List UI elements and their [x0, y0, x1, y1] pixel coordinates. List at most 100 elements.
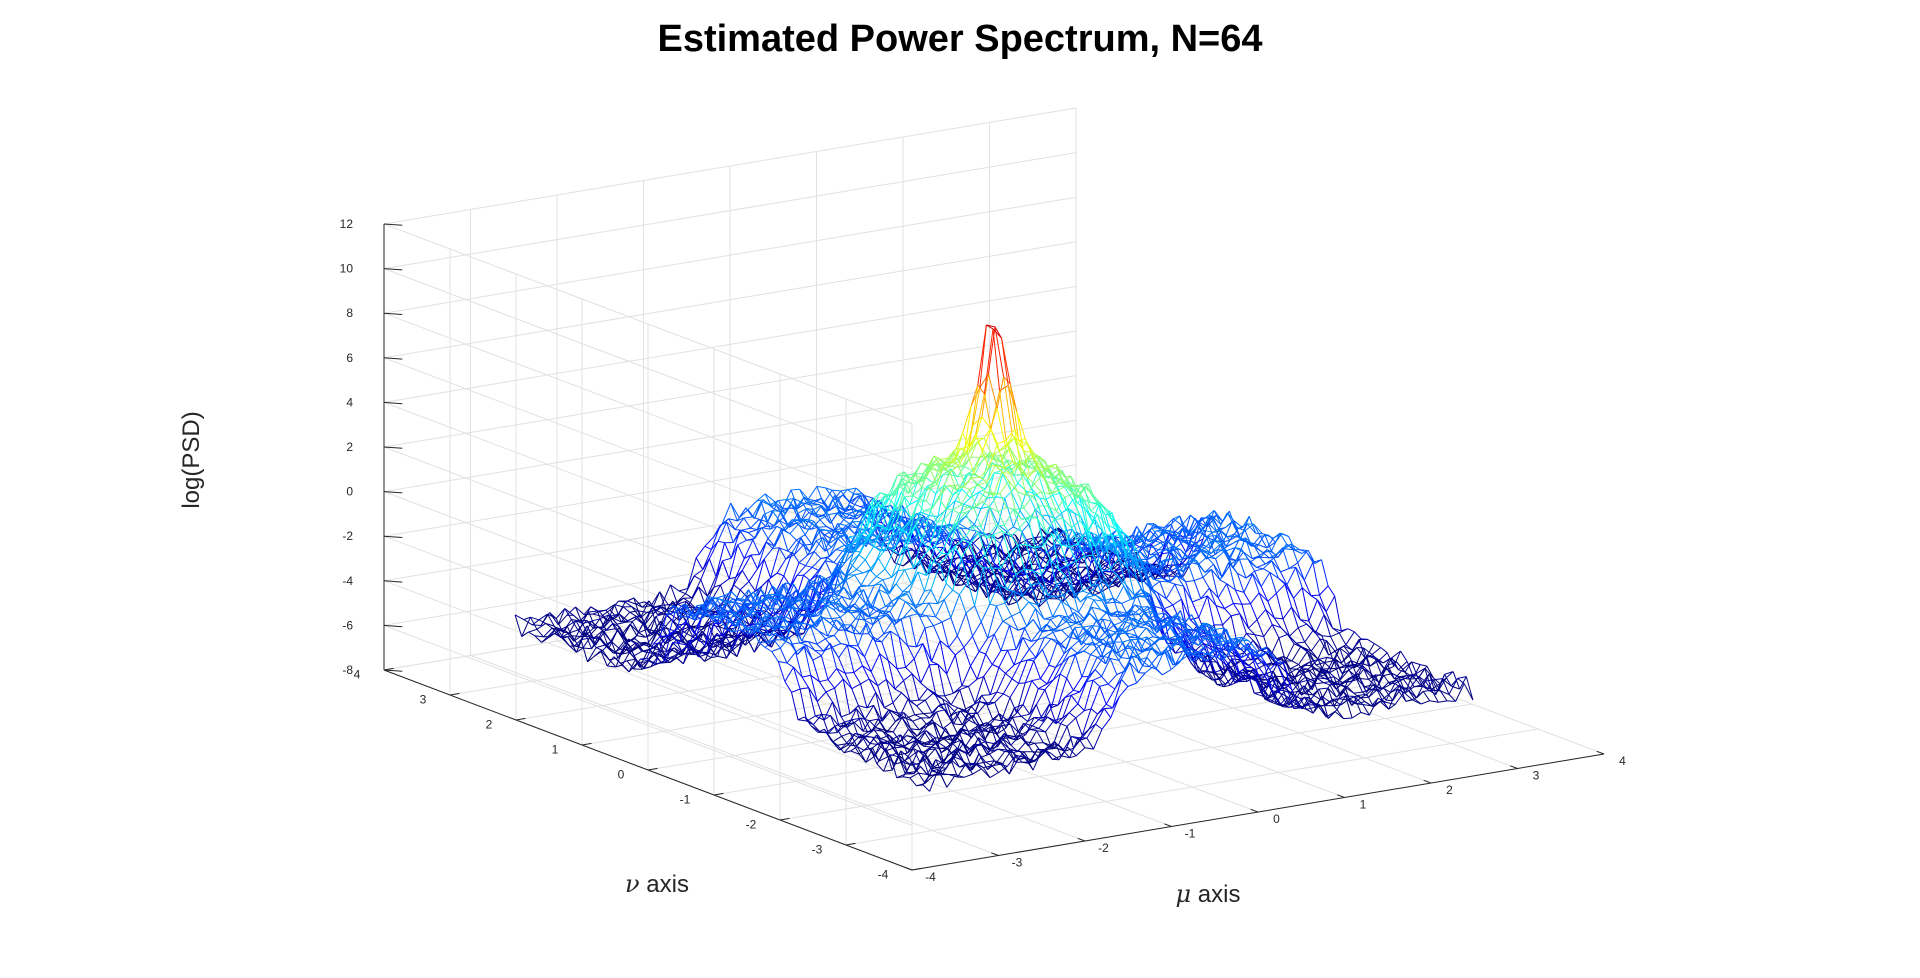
- mesh-segment: [753, 540, 760, 555]
- mesh-segment: [811, 505, 820, 506]
- mesh-segment: [800, 642, 809, 643]
- mesh-segment: [630, 612, 637, 616]
- x-tick-label: 3: [1533, 769, 1540, 783]
- mesh-segment: [758, 542, 767, 569]
- mesh-segment: [594, 651, 601, 657]
- mesh-segment: [942, 618, 951, 622]
- mesh-segment: [764, 548, 773, 559]
- mesh-segment: [927, 616, 936, 617]
- mesh-segment: [791, 489, 800, 490]
- mesh-segment: [896, 584, 903, 592]
- mesh-segment: [908, 646, 917, 647]
- mesh-segment: [944, 590, 953, 599]
- mesh-segment: [963, 487, 970, 489]
- x-tick-label: -3: [1012, 856, 1023, 870]
- grid-lines: [384, 108, 1604, 870]
- mesh-segment: [790, 524, 799, 534]
- x-tick-label: 2: [1446, 783, 1453, 797]
- x-tick-mark: [1164, 824, 1171, 827]
- mesh-segment: [748, 530, 757, 533]
- mesh-segment: [994, 471, 1001, 473]
- y-tick-label: 3: [420, 693, 427, 707]
- z-tick-label: 6: [346, 351, 353, 365]
- z-tick-label: 10: [340, 262, 354, 276]
- mesh-segment: [836, 550, 843, 552]
- mesh-segment: [638, 611, 647, 613]
- mesh-segment: [931, 498, 940, 511]
- mesh-segment: [865, 637, 874, 657]
- x-tick-label: 4: [1619, 754, 1626, 768]
- z-tick-label: 0: [346, 485, 353, 499]
- mesh-segment: [855, 575, 862, 585]
- mesh-segment: [983, 493, 992, 502]
- mesh-segment: [819, 680, 828, 682]
- mesh-segment: [865, 546, 874, 560]
- mesh-segment: [832, 617, 841, 618]
- mesh-segment: [746, 540, 753, 541]
- mesh-segment: [852, 689, 859, 706]
- mesh-segment: [1047, 478, 1054, 479]
- x-tick-mark: [1597, 751, 1604, 754]
- mesh-segment: [755, 559, 764, 591]
- mesh-segment: [854, 673, 861, 684]
- mesh-segment: [773, 609, 782, 610]
- mesh-segment: [719, 616, 728, 617]
- mesh-segment: [971, 583, 978, 584]
- mesh-segment: [899, 637, 906, 668]
- z-tick-label: -8: [342, 663, 353, 677]
- mesh-segment: [565, 609, 572, 620]
- mesh-segment: [746, 508, 753, 517]
- y-tick-label: -4: [878, 868, 889, 882]
- mesh-segment: [1031, 472, 1038, 488]
- mesh-segment: [792, 692, 799, 719]
- mesh-segment: [913, 496, 920, 500]
- mesh-segment: [598, 637, 605, 645]
- z-tick-label: -4: [342, 574, 353, 588]
- x-tick-mark: [1078, 838, 1085, 841]
- mesh-segment: [817, 486, 826, 488]
- mesh-segment: [826, 692, 833, 702]
- mesh-segment: [749, 569, 758, 582]
- mesh-segment: [993, 329, 1000, 391]
- mesh-segment: [1061, 585, 1070, 586]
- x-tick-mark: [1510, 766, 1517, 769]
- mesh-segment: [850, 536, 859, 537]
- mesh-segment: [718, 541, 725, 543]
- mesh-segment: [751, 528, 758, 530]
- mesh-segment: [897, 667, 906, 668]
- mesh-segment: [946, 583, 953, 590]
- mesh-segment: [853, 610, 862, 633]
- mesh-segment: [991, 429, 998, 444]
- mesh-segment: [798, 717, 805, 720]
- mesh-segment: [1015, 508, 1024, 509]
- mesh-segment: [952, 510, 959, 513]
- y-tick-label: 0: [618, 768, 625, 782]
- mesh-segment: [751, 555, 758, 569]
- mesh-segment: [832, 490, 841, 491]
- axes: -4-3-2-101234-4-3-2-101234-8-6-4-2024681…: [340, 217, 1627, 884]
- x-tick-label: 0: [1273, 812, 1280, 826]
- mesh-segment: [897, 669, 904, 681]
- mesh-segment: [885, 569, 892, 577]
- mesh-segment: [741, 630, 748, 631]
- mesh-segment: [813, 656, 822, 661]
- mesh-segment: [876, 526, 883, 527]
- z-tick-label: 4: [346, 395, 353, 409]
- y-tick-mark: [912, 868, 922, 870]
- mesh-segment: [558, 615, 567, 625]
- mesh-segment: [686, 594, 693, 598]
- mesh-segment: [802, 675, 811, 677]
- mesh-segment: [748, 501, 757, 510]
- mesh-segment: [972, 527, 981, 528]
- mesh-segment: [690, 587, 699, 603]
- mesh-segment: [1024, 496, 1033, 508]
- y-tick-label: -2: [746, 818, 757, 832]
- mesh-segment: [845, 673, 854, 674]
- mesh-segment: [742, 570, 749, 581]
- mesh-segment: [944, 600, 951, 618]
- mesh-segment: [572, 636, 581, 637]
- mesh-segment: [880, 654, 887, 680]
- mesh-segment: [883, 577, 892, 579]
